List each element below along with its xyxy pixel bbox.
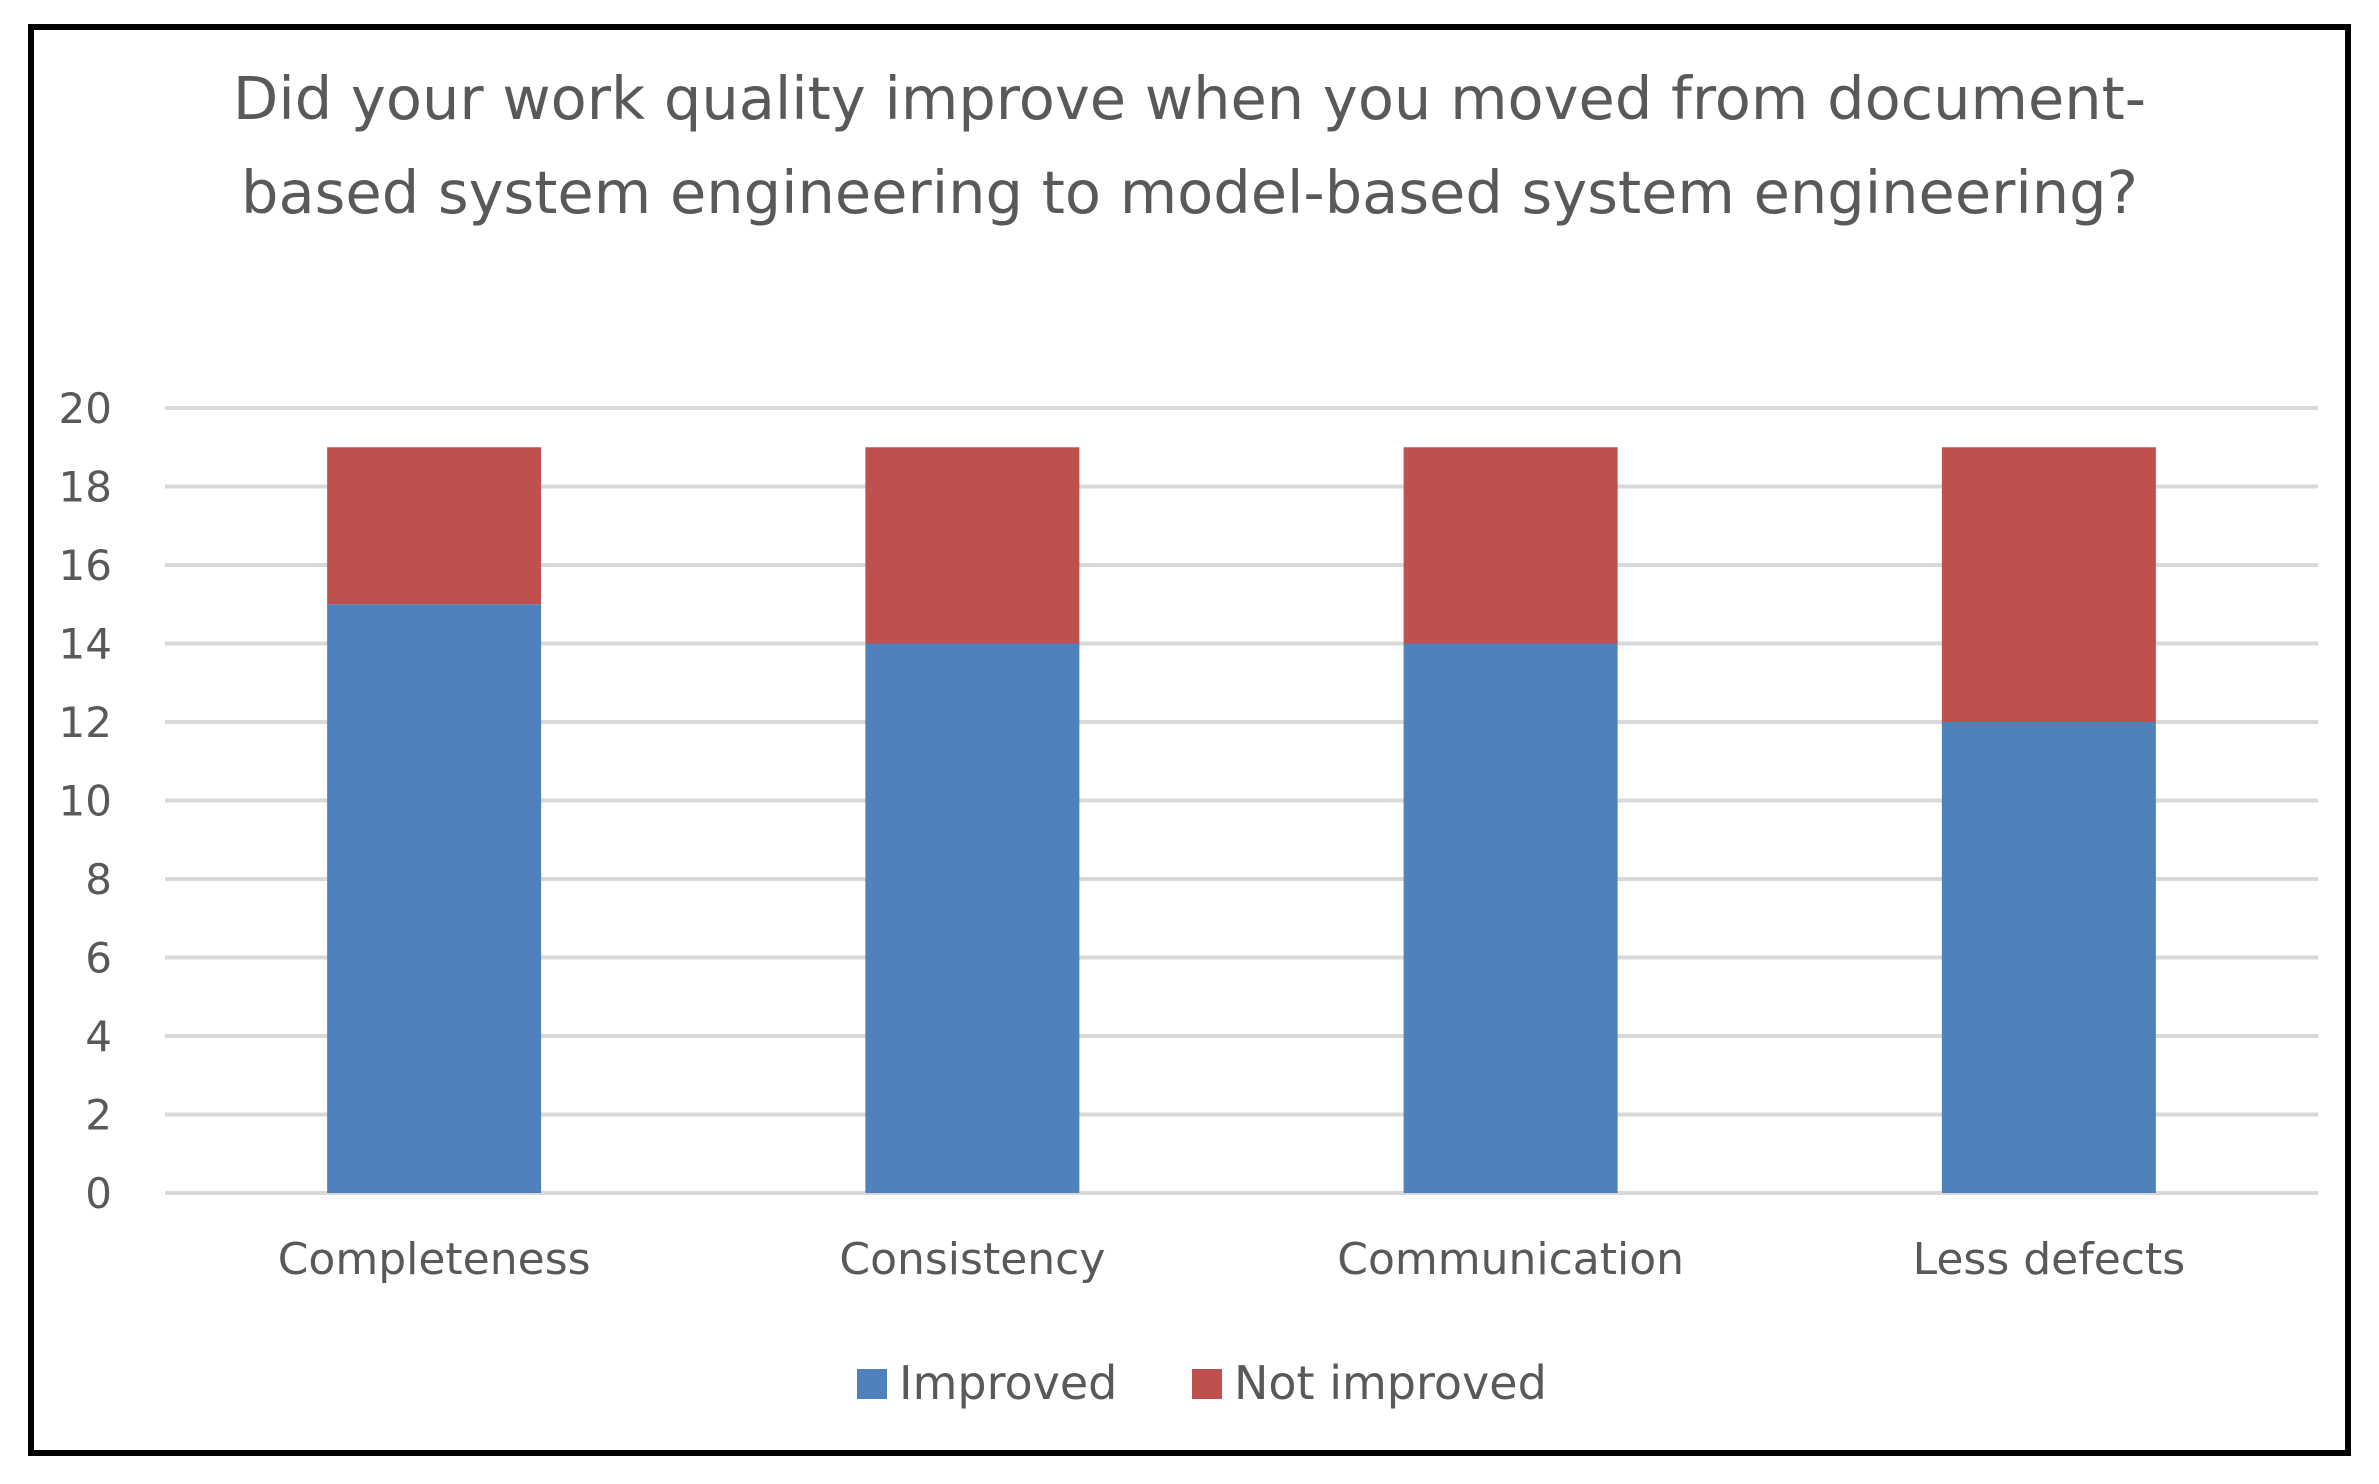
y-tick-label: 20: [59, 384, 112, 433]
x-tick-label: Less defects: [1913, 1234, 2186, 1285]
x-tick-label: Communication: [1337, 1234, 1684, 1285]
y-tick-labels: 0 2 4 6 8 10 12 14 16 18 20: [59, 384, 112, 1218]
bar-not-improved-consistency: [865, 447, 1080, 644]
x-tick-label: Completeness: [278, 1234, 591, 1285]
bar-improved-communication: [1403, 643, 1618, 1193]
y-tick-label: 6: [85, 934, 112, 983]
y-tick-label: 14: [59, 620, 112, 669]
y-tick-label: 8: [85, 855, 112, 904]
bar-improved-less-defects: [1941, 722, 2156, 1193]
bars: [327, 447, 2156, 1193]
bar-not-improved-completeness: [327, 447, 542, 605]
legend: Improved Not improved: [857, 1356, 1547, 1410]
x-tick-labels: Completeness Consistency Communication Less…: [278, 1234, 2185, 1285]
legend-swatch-not-improved: [1192, 1369, 1222, 1399]
y-tick-label: 16: [59, 541, 112, 590]
bar-improved-consistency: [865, 643, 1080, 1193]
legend-label-not-improved: Not improved: [1234, 1356, 1547, 1410]
legend-swatch-improved: [857, 1369, 887, 1399]
y-tick-label: 0: [85, 1169, 112, 1218]
bar-not-improved-less-defects: [1941, 447, 2156, 722]
y-tick-label: 18: [59, 463, 112, 512]
y-tick-label: 4: [85, 1012, 112, 1061]
bar-not-improved-communication: [1403, 447, 1618, 644]
y-tick-label: 2: [85, 1091, 112, 1140]
x-tick-label: Consistency: [839, 1234, 1105, 1285]
y-tick-label: 12: [59, 698, 112, 747]
legend-label-improved: Improved: [899, 1356, 1117, 1410]
y-tick-label: 10: [59, 777, 112, 826]
bar-improved-completeness: [327, 604, 542, 1193]
chart-title: Did your work quality improve when you m…: [232, 64, 2147, 227]
